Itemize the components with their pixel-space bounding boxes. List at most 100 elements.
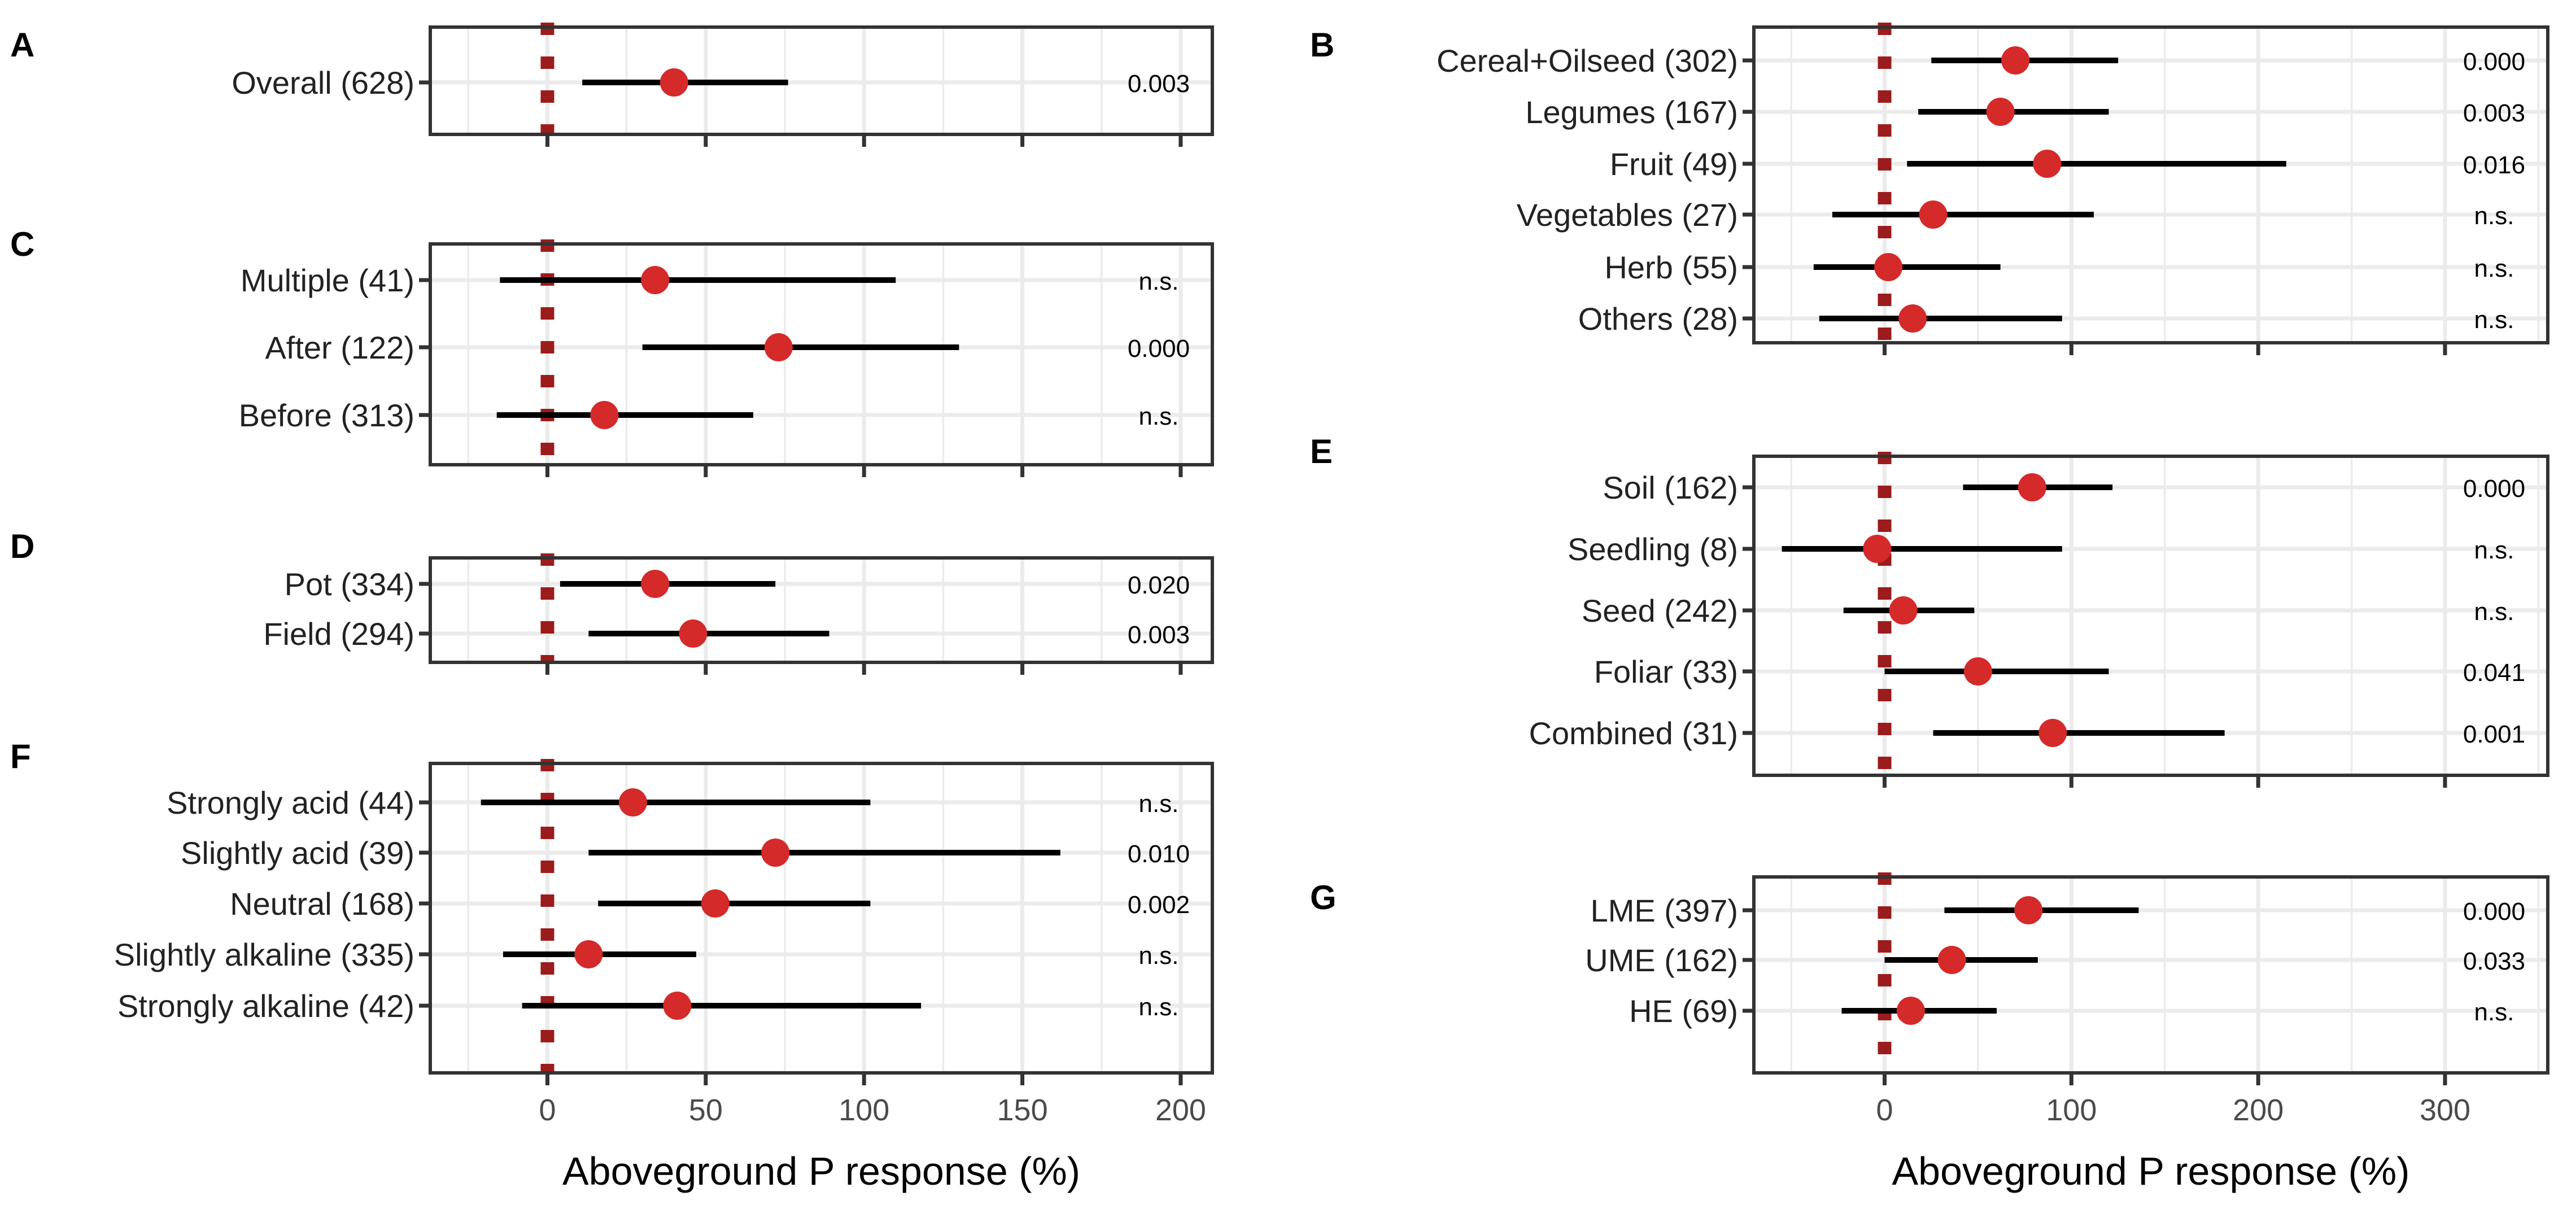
row-label: HE (69) (1629, 993, 1738, 1029)
panel-letter: A (10, 26, 34, 64)
p-value-label: 0.003 (1128, 70, 1190, 98)
mean-effect-point (2038, 719, 2067, 747)
p-value-label: 0.003 (1128, 621, 1190, 649)
panel-frame (429, 242, 1214, 466)
x-tick-label: 200 (1155, 1093, 1206, 1127)
panel-letter: E (1310, 433, 1333, 470)
p-value-label: 0.000 (2463, 48, 2525, 76)
zero-dash (1878, 1042, 1892, 1054)
row-label: Overall (628) (232, 65, 414, 101)
p-value-label: n.s. (1139, 268, 1179, 295)
p-value-label: n.s. (2474, 998, 2514, 1026)
zero-dash (540, 894, 555, 907)
zero-dash (1878, 621, 1892, 634)
row-label: Neutral (168) (230, 886, 414, 922)
p-value-label: 0.000 (2463, 898, 2525, 925)
mean-effect-point (764, 333, 793, 361)
mean-effect-point (660, 68, 688, 97)
row-label: Multiple (41) (241, 263, 414, 298)
row-label: Others (28) (1578, 301, 1738, 337)
zero-dash (1878, 723, 1892, 735)
zero-dash (540, 655, 555, 662)
zero-dash (540, 1064, 555, 1073)
zero-dash (540, 56, 555, 69)
zero-dash (1878, 90, 1892, 103)
zero-dash (540, 928, 555, 941)
row-label: Slightly acid (39) (181, 835, 414, 871)
panel-frame (1752, 25, 2549, 344)
p-value-label: 0.033 (2463, 948, 2525, 975)
row-label: Before (313) (239, 398, 414, 433)
zero-dash (540, 621, 555, 634)
row-label: Vegetables (27) (1517, 197, 1738, 233)
zero-dash (1878, 757, 1892, 769)
x-tick-label: 150 (997, 1093, 1048, 1127)
p-value-label: n.s. (2474, 255, 2514, 282)
zero-dash (1878, 294, 1892, 306)
x-tick-label: 300 (2420, 1093, 2470, 1127)
mean-effect-point (641, 570, 670, 598)
zero-dash (540, 124, 555, 134)
p-value-label: 0.000 (1128, 335, 1190, 363)
row-label: Combined (31) (1529, 715, 1738, 751)
zero-dash (540, 90, 555, 103)
p-value-label: n.s. (2474, 202, 2514, 230)
row-label: After (122) (265, 330, 414, 365)
mean-effect-point (1986, 98, 2015, 126)
zero-dash (1878, 655, 1892, 667)
x-tick-label: 100 (2046, 1093, 2097, 1127)
panel-c: Multiple (41) n.s. After (122) 0.000 Before … (10, 225, 1214, 477)
row-label: Pot (334) (285, 566, 414, 602)
panel-frame (429, 556, 1214, 664)
p-value-label: 0.016 (2463, 151, 2525, 179)
row-label: Soil (162) (1603, 470, 1738, 505)
row-label: Herb (55) (1604, 250, 1738, 285)
p-value-label: 0.000 (2463, 475, 2525, 503)
row-label: Seedling (8) (1568, 531, 1738, 567)
mean-effect-point (618, 788, 647, 817)
zero-dash (1878, 226, 1892, 238)
panel-background (1754, 27, 2548, 343)
panel-b: Cereal+Oilseed (302) 0.000 Legumes (167) 0.… (1310, 23, 2549, 355)
zero-dash (1878, 689, 1892, 701)
mean-effect-point (1898, 304, 1927, 333)
panel-g: LME (397) 0.000 UME (162) 0.033 HE (69) n.s. 0… (1310, 872, 2549, 1193)
zero-dash (1878, 124, 1892, 137)
zero-dash (1878, 192, 1892, 204)
x-tick-label: 100 (839, 1093, 889, 1127)
mean-effect-point (1896, 997, 1925, 1025)
row-label: Cereal+Oilseed (302) (1437, 43, 1738, 78)
mean-effect-point (1863, 535, 1892, 563)
zero-dash (540, 1030, 555, 1042)
zero-dash (1878, 56, 1892, 69)
mean-effect-point (641, 266, 670, 294)
x-tick-label: 0 (539, 1093, 556, 1127)
mean-effect-point (663, 992, 692, 1020)
panel-d: Pot (334) 0.020 Field (294) 0.003 D (10, 527, 1214, 675)
panel-letter: G (1310, 879, 1337, 916)
zero-dash (540, 861, 555, 873)
zero-dash (540, 375, 555, 387)
zero-reference-line (1878, 23, 1892, 340)
p-value-label: n.s. (1139, 403, 1179, 430)
row-label: Foliar (33) (1594, 654, 1738, 689)
row-label: Fruit (49) (1610, 146, 1738, 182)
zero-dash (1878, 940, 1892, 953)
panel-frame (1752, 875, 2549, 1075)
row-label: Strongly alkaline (42) (117, 988, 414, 1024)
panel-frame (429, 762, 1214, 1075)
mean-effect-point (761, 839, 790, 867)
zero-dash (1878, 328, 1892, 340)
p-value-label: n.s. (1139, 790, 1179, 818)
mean-effect-point (590, 401, 619, 429)
zero-dash (1878, 906, 1892, 919)
p-value-label: 0.010 (1128, 840, 1190, 868)
x-tick-label: 0 (1876, 1093, 1893, 1127)
panel-letter: D (10, 527, 34, 565)
zero-dash (1878, 587, 1892, 600)
zero-dash (1878, 974, 1892, 986)
x-tick-label: 200 (2233, 1093, 2284, 1127)
panel-a: Overall (628) 0.003 A (10, 23, 1214, 147)
x-axis-title: Aboveground P response (%) (562, 1149, 1080, 1193)
